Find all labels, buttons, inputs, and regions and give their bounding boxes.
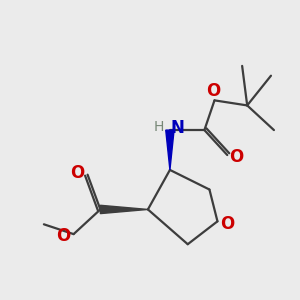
Text: O: O [220, 215, 234, 233]
Text: O: O [56, 226, 70, 244]
Polygon shape [100, 205, 148, 214]
Text: N: N [170, 119, 184, 137]
Text: H: H [153, 120, 164, 134]
Polygon shape [166, 130, 174, 170]
Text: O: O [70, 164, 84, 182]
Text: O: O [206, 82, 220, 100]
Text: O: O [229, 148, 243, 166]
